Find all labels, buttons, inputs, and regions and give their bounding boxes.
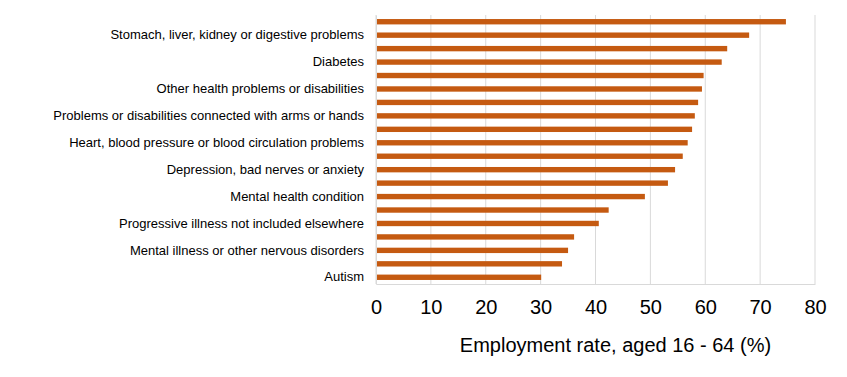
bar (376, 207, 609, 212)
bar (376, 248, 568, 253)
y-tick: Diabetes (313, 54, 376, 69)
plot: 0 10 20 30 40 50 60 70 80 Stomach, liver, kidney … (53, 15, 826, 318)
y-tick: Progressive illness not included elsewhe… (119, 216, 376, 231)
y-tick-label: Mental illness or other nervous disorder… (130, 243, 365, 258)
grid (376, 15, 815, 284)
bar (376, 32, 749, 37)
grid-line (595, 15, 596, 284)
bar (376, 221, 599, 226)
grid-line (650, 15, 651, 284)
y-tick-label: Progressive illness not included elsewhe… (119, 216, 364, 231)
bar (376, 86, 702, 91)
bar (376, 127, 692, 132)
x-tick: 30 (530, 284, 552, 318)
y-tick: Other health problems or disabilities (157, 81, 376, 96)
bar (376, 275, 541, 280)
bar (376, 234, 574, 239)
y-tick: Stomach, liver, kidney or digestive prob… (110, 27, 376, 42)
bar (376, 19, 786, 24)
x-tick: 40 (585, 284, 607, 318)
bar (376, 180, 668, 185)
bar (376, 167, 675, 172)
y-axis-line (376, 16, 377, 285)
grid-line (760, 15, 761, 284)
y-tick: Mental health condition (230, 189, 376, 204)
bar (376, 154, 683, 159)
x-tick: 10 (420, 284, 442, 318)
x-tick-label: 20 (475, 296, 497, 318)
bars (376, 19, 786, 280)
x-tick: 0 (371, 284, 382, 318)
chart: 0 10 20 30 40 50 60 70 80 Stomach, liver, kidney … (0, 0, 847, 377)
bar (376, 46, 727, 51)
y-tick: Heart, blood pressure or blood circulati… (69, 135, 376, 150)
y-tick: Problems or disabilities connected with … (53, 108, 376, 123)
bar (376, 140, 688, 145)
y-tick-label: Depression, bad nerves or anxiety (167, 162, 365, 177)
y-tick: Mental illness or other nervous disorder… (130, 243, 376, 258)
x-tick-label: 30 (530, 296, 552, 318)
grid-line (705, 15, 706, 284)
x-tick-label: 80 (804, 296, 826, 318)
bar (376, 113, 695, 118)
y-tick: Autism (324, 269, 376, 284)
bar (376, 73, 704, 78)
x-axis: 0 10 20 30 40 50 60 70 80 (371, 284, 827, 318)
x-tick: 50 (640, 284, 662, 318)
x-tick: 20 (475, 284, 497, 318)
x-tick: 70 (750, 284, 772, 318)
bar (376, 261, 562, 266)
x-tick-label: 0 (371, 296, 382, 318)
x-tick: 60 (695, 284, 717, 318)
grid-line (815, 15, 816, 284)
y-axis: Stomach, liver, kidney or digestive prob… (53, 16, 376, 285)
x-axis-line (377, 284, 816, 285)
y-tick-label: Autism (324, 269, 364, 284)
grid-line (376, 15, 377, 284)
grid-line (430, 15, 431, 284)
y-tick-label: Other health problems or disabilities (157, 81, 365, 96)
y-tick: Depression, bad nerves or anxiety (167, 162, 376, 177)
x-axis-title: Employment rate, aged 16 - 64 (%) (460, 334, 771, 356)
x-tick: 80 (804, 284, 826, 318)
bar (376, 100, 698, 105)
y-tick-label: Stomach, liver, kidney or digestive prob… (110, 27, 364, 42)
y-tick-label: Diabetes (313, 54, 365, 69)
bar (376, 59, 722, 64)
grid-line (540, 15, 541, 284)
y-tick-label: Heart, blood pressure or blood circulati… (69, 135, 364, 150)
y-tick-label: Problems or disabilities connected with … (53, 108, 364, 123)
grid-line (485, 15, 486, 284)
x-tick-label: 70 (750, 296, 772, 318)
bar (376, 194, 645, 199)
x-tick-label: 40 (585, 296, 607, 318)
x-tick-label: 10 (420, 296, 442, 318)
x-tick-label: 50 (640, 296, 662, 318)
y-tick-label: Mental health condition (230, 189, 364, 204)
x-tick-label: 60 (695, 296, 717, 318)
